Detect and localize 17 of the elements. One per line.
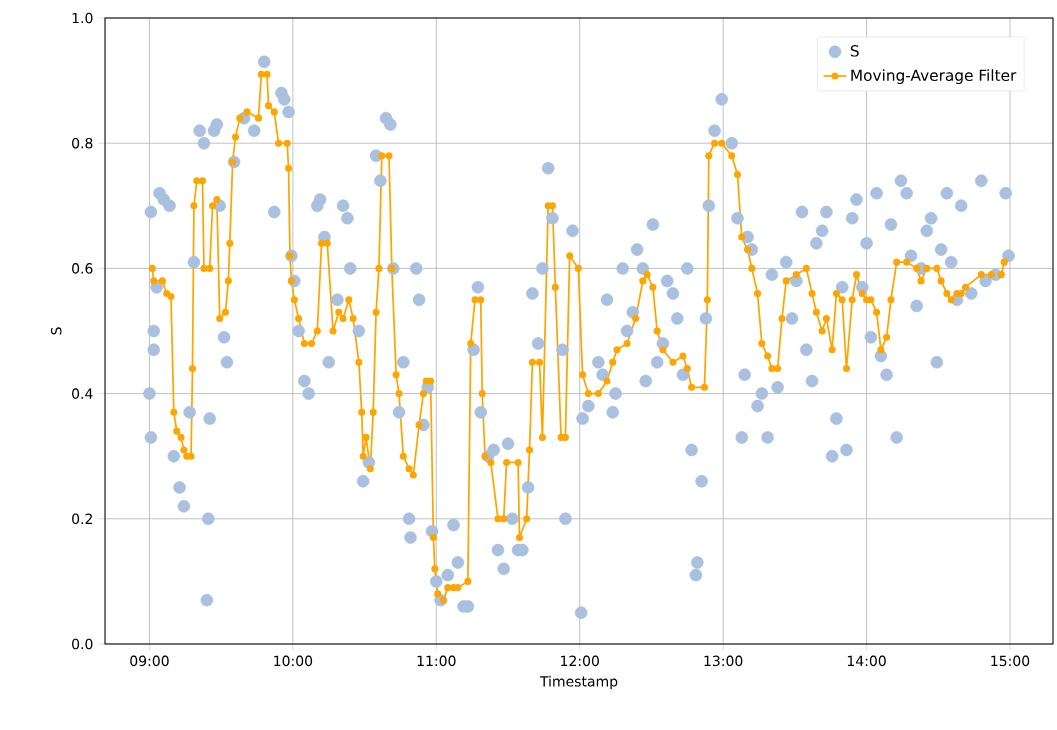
y-tick-label: 0.0 xyxy=(72,638,93,650)
x-tick-label: 10:00 xyxy=(274,655,313,667)
legend-label: Moving-Average Filter xyxy=(851,69,1017,85)
x-tick-label: 09:00 xyxy=(130,655,169,667)
x-tick-label: 14:00 xyxy=(847,655,886,667)
x-tick-label: 13:00 xyxy=(704,655,743,667)
x-axis-title: Timestamp xyxy=(539,675,618,690)
x-tick-label: 12:00 xyxy=(561,655,599,667)
x-tick-label: 15:00 xyxy=(991,655,1030,667)
y-tick-label: 0.2 xyxy=(72,513,92,525)
y-tick-label: 1.0 xyxy=(72,12,93,24)
x-tick-label: 11:00 xyxy=(417,655,456,667)
y-tick-label: 0.4 xyxy=(72,388,93,399)
y-tick-label: 0.6 xyxy=(72,263,93,274)
legend-label: S xyxy=(850,45,859,57)
y-tick-label: 0.8 xyxy=(72,137,93,149)
y-axis-title: S xyxy=(50,327,62,335)
